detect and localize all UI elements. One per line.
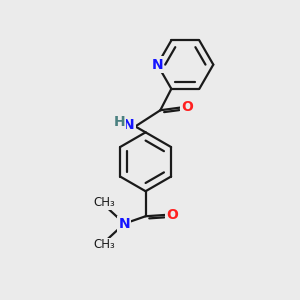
Text: N: N bbox=[118, 217, 130, 231]
Text: CH₃: CH₃ bbox=[93, 238, 115, 251]
Text: N: N bbox=[152, 58, 163, 72]
Text: O: O bbox=[181, 100, 193, 114]
Text: CH₃: CH₃ bbox=[93, 196, 115, 209]
Text: O: O bbox=[166, 208, 178, 222]
Text: H: H bbox=[113, 115, 125, 129]
Text: N: N bbox=[123, 118, 135, 132]
